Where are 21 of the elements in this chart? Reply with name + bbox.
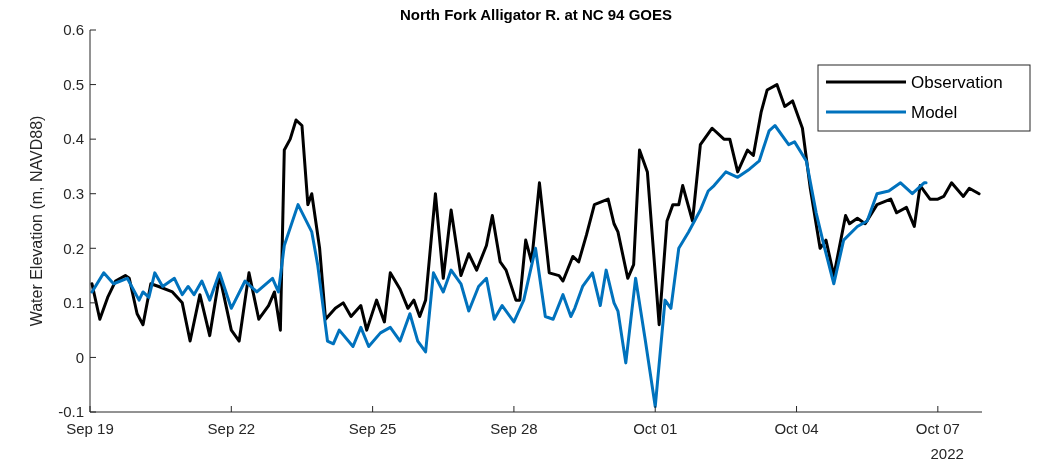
x-tick-label: Oct 04 (774, 420, 819, 437)
text: 2022 (930, 445, 964, 462)
x-tick-label: Sep 25 (348, 420, 397, 437)
legend-label: Observation (911, 72, 1003, 92)
y-tick-label: 0.6 (63, 21, 84, 39)
legend-label: Model (911, 102, 958, 122)
line-series (90, 124, 928, 409)
y-tick-label: -0.1 (58, 403, 84, 421)
y-tick-label: 0.2 (63, 239, 84, 257)
x-tick-label: Oct 07 (915, 420, 960, 437)
y-tick-label: 0.5 (63, 75, 84, 93)
x-tick-label: Sep 22 (207, 420, 256, 437)
x-tick-label: Oct 01 (633, 420, 678, 437)
y-tick-label: 0.1 (63, 294, 84, 312)
x-tick-label: Sep 19 (66, 420, 114, 437)
y-tick-label: 0.4 (63, 130, 84, 148)
chart-title: North Fork Alligator R. at NC 94 GOES (400, 6, 672, 23)
x-tick-label: Sep 28 (490, 420, 538, 437)
y-tick-label: 0 (75, 348, 84, 366)
y-axis-title: Water Elevation (m, NAVD88) (28, 115, 45, 327)
y-tick-label: 0.3 (63, 184, 84, 202)
